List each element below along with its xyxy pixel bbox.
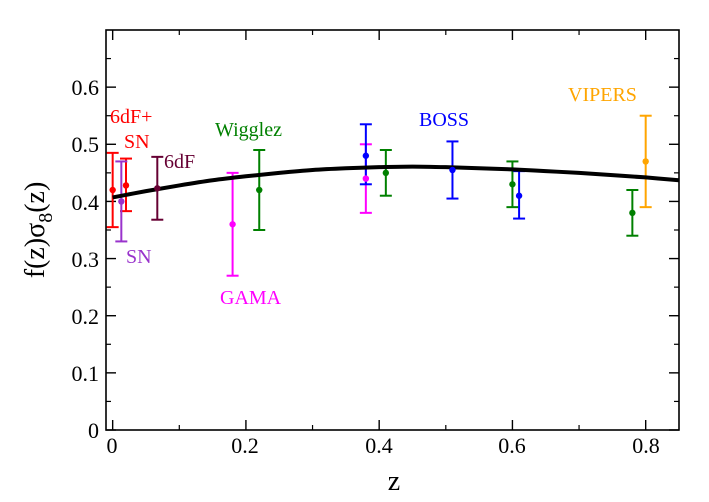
data-points [109,152,649,228]
x-tick-label: 0 [107,433,118,458]
series-label: BOSS [419,109,469,131]
error-bars [106,114,652,277]
y-tick-label: 0.3 [72,247,100,272]
y-axis-label-subscript: 8 [35,213,57,223]
data-point [642,158,649,165]
model-curve-group [112,164,679,200]
y-tick-label: 0 [88,418,99,443]
y-tick-label: 0.6 [72,75,100,100]
data-point [382,169,390,177]
y-axis-label-main: f(z)σ [20,223,51,279]
series-label: SN [124,131,150,153]
x-tick-label: 0.2 [231,433,259,458]
series-label: Wigglez [215,119,282,141]
x-tick-label: 0.6 [498,433,526,458]
plot-frame [105,29,680,431]
y-tick-label: 0.2 [72,304,100,329]
data-point [362,152,370,159]
series-label: 6dF+ [110,106,152,128]
data-point [229,221,236,228]
data-point [109,186,116,194]
data-point [362,175,370,182]
series-label: VIPERS [568,84,637,106]
y-tick-label: 0.4 [72,190,100,215]
y-axis-label: f(z)σ8(z) [20,182,57,279]
x-axis-label: z [388,466,400,497]
x-tick-label: 0.8 [632,433,660,458]
x-tick-label: 0.4 [365,433,393,458]
data-point [515,192,523,199]
data-point [449,166,456,174]
data-point [256,186,263,194]
model-curve [112,164,679,200]
series-label: SN [126,246,152,268]
data-point [122,182,130,189]
axis-ticks [106,30,679,431]
y-tick-label: 0.1 [72,361,100,386]
series-label: 6dF [164,151,195,173]
data-point [154,185,161,192]
y-axis-label-tail: (z) [20,182,51,213]
survey-labels: 6dF+ SN SN 6dF GAMA Wigglez BOSS VIPERS [110,84,637,309]
data-point [118,198,125,205]
data-point [629,209,636,217]
y-tick-label: 0.5 [72,132,100,157]
series-label: GAMA [220,287,282,309]
data-point [509,181,516,188]
